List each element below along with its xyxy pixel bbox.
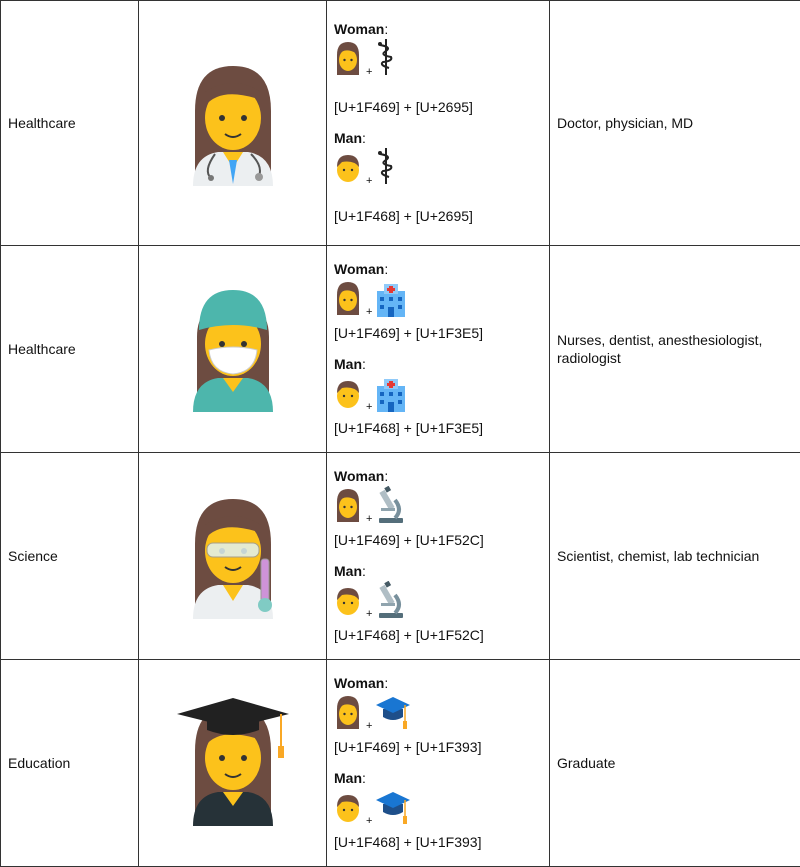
graduation-cap-icon (375, 693, 411, 734)
woman-label: Woman: (334, 261, 543, 278)
woman-icons: + (334, 694, 543, 734)
category-cell: Healthcare (1, 1, 139, 246)
plus-sign: + (366, 720, 372, 732)
man-codepoints: [U+1F468] + [U+1F393] (334, 833, 543, 851)
woman-icons: + (334, 280, 543, 320)
man-codepoints: [U+1F468] + [U+1F52C] (334, 626, 543, 644)
table-row: Science Woman: + [U+1F469] + [U+1F52C] M… (1, 453, 800, 660)
woman-graduate-icon (173, 815, 293, 831)
graduation-cap-icon (375, 788, 411, 829)
sequence-cell: Woman: + [U+1F469] + [U+2695] Man: + [U+… (327, 1, 550, 246)
woman-label: Woman: (334, 675, 543, 692)
plus-sign: + (366, 815, 372, 827)
woman-icons: + (334, 40, 543, 80)
man-icons: + (334, 789, 543, 829)
plus-sign: + (366, 513, 372, 525)
sequence-cell: Woman: + [U+1F469] + [U+1F52C] Man: + [U… (327, 453, 550, 660)
illustration-cell (139, 1, 327, 246)
man-codepoints: [U+1F468] + [U+1F3E5] (334, 419, 543, 437)
woman-combo: Woman: + [U+1F469] + [U+1F393] (334, 675, 543, 756)
woman-label: Woman: (334, 468, 543, 485)
description-cell: Nurses, dentist, anesthesiologist, radio… (550, 246, 800, 453)
woman-surgeon-icon (173, 401, 293, 417)
man-combo: Man: + [U+1F468] + [U+1F3E5] (334, 356, 543, 437)
description-cell: Graduate (550, 660, 800, 867)
category-cell: Education (1, 660, 139, 867)
sequence-cell: Woman: + [U+1F469] + [U+1F3E5] Man: + [U… (327, 246, 550, 453)
woman-icon (334, 281, 362, 320)
woman-icon (334, 695, 362, 734)
man-label: Man: (334, 770, 543, 787)
woman-health-worker-icon (173, 175, 293, 191)
description-cell: Scientist, chemist, lab technician (550, 453, 800, 660)
woman-icon (334, 488, 362, 527)
man-combo: Man: + [U+1F468] + [U+1F52C] (334, 563, 543, 644)
man-icons: + (334, 149, 543, 189)
hospital-icon (375, 378, 407, 415)
man-label: Man: (334, 130, 543, 147)
woman-codepoints: [U+1F469] + [U+1F3E5] (334, 324, 543, 342)
man-label: Man: (334, 563, 543, 580)
table-row: Education Woman: + [U+1F469] + [U+1F393]… (1, 660, 800, 867)
plus-sign: + (366, 66, 372, 78)
woman-combo: Woman: + [U+1F469] + [U+1F52C] (334, 468, 543, 549)
plus-sign: + (366, 175, 372, 187)
hospital-icon (375, 283, 407, 320)
woman-label: Woman: (334, 21, 543, 38)
staff-of-aesculapius-icon (375, 37, 397, 80)
woman-scientist-icon (173, 608, 293, 624)
microscope-icon (375, 486, 407, 527)
plus-sign: + (366, 401, 372, 413)
man-icon (334, 150, 362, 189)
description-cell: Doctor, physician, MD (550, 1, 800, 246)
man-label: Man: (334, 356, 543, 373)
table-row: Healthcare Woman: + [U+1F469] + [U+1F3E5… (1, 246, 800, 453)
sequence-cell: Woman: + [U+1F469] + [U+1F393] Man: + [U… (327, 660, 550, 867)
woman-codepoints: [U+1F469] + [U+1F52C] (334, 531, 543, 549)
man-codepoints: [U+1F468] + [U+2695] (334, 207, 543, 225)
man-icon (334, 790, 362, 829)
man-icon (334, 583, 362, 622)
woman-combo: Woman: + [U+1F469] + [U+1F3E5] (334, 261, 543, 342)
woman-codepoints: [U+1F469] + [U+2695] (334, 98, 543, 116)
man-icons: + (334, 582, 543, 622)
table-row: Healthcare Woman: + [U+1F469] + [U+2695]… (1, 1, 800, 246)
woman-icons: + (334, 487, 543, 527)
woman-icon (334, 41, 362, 80)
man-combo: Man: + [U+1F468] + [U+1F393] (334, 770, 543, 851)
woman-codepoints: [U+1F469] + [U+1F393] (334, 738, 543, 756)
staff-of-aesculapius-icon (375, 146, 397, 189)
illustration-cell (139, 660, 327, 867)
man-combo: Man: + [U+1F468] + [U+2695] (334, 130, 543, 225)
category-cell: Healthcare (1, 246, 139, 453)
illustration-cell (139, 246, 327, 453)
microscope-icon (375, 581, 407, 622)
man-icons: + (334, 375, 543, 415)
illustration-cell (139, 453, 327, 660)
woman-combo: Woman: + [U+1F469] + [U+2695] (334, 21, 543, 116)
plus-sign: + (366, 608, 372, 620)
plus-sign: + (366, 306, 372, 318)
category-cell: Science (1, 453, 139, 660)
man-icon (334, 376, 362, 415)
